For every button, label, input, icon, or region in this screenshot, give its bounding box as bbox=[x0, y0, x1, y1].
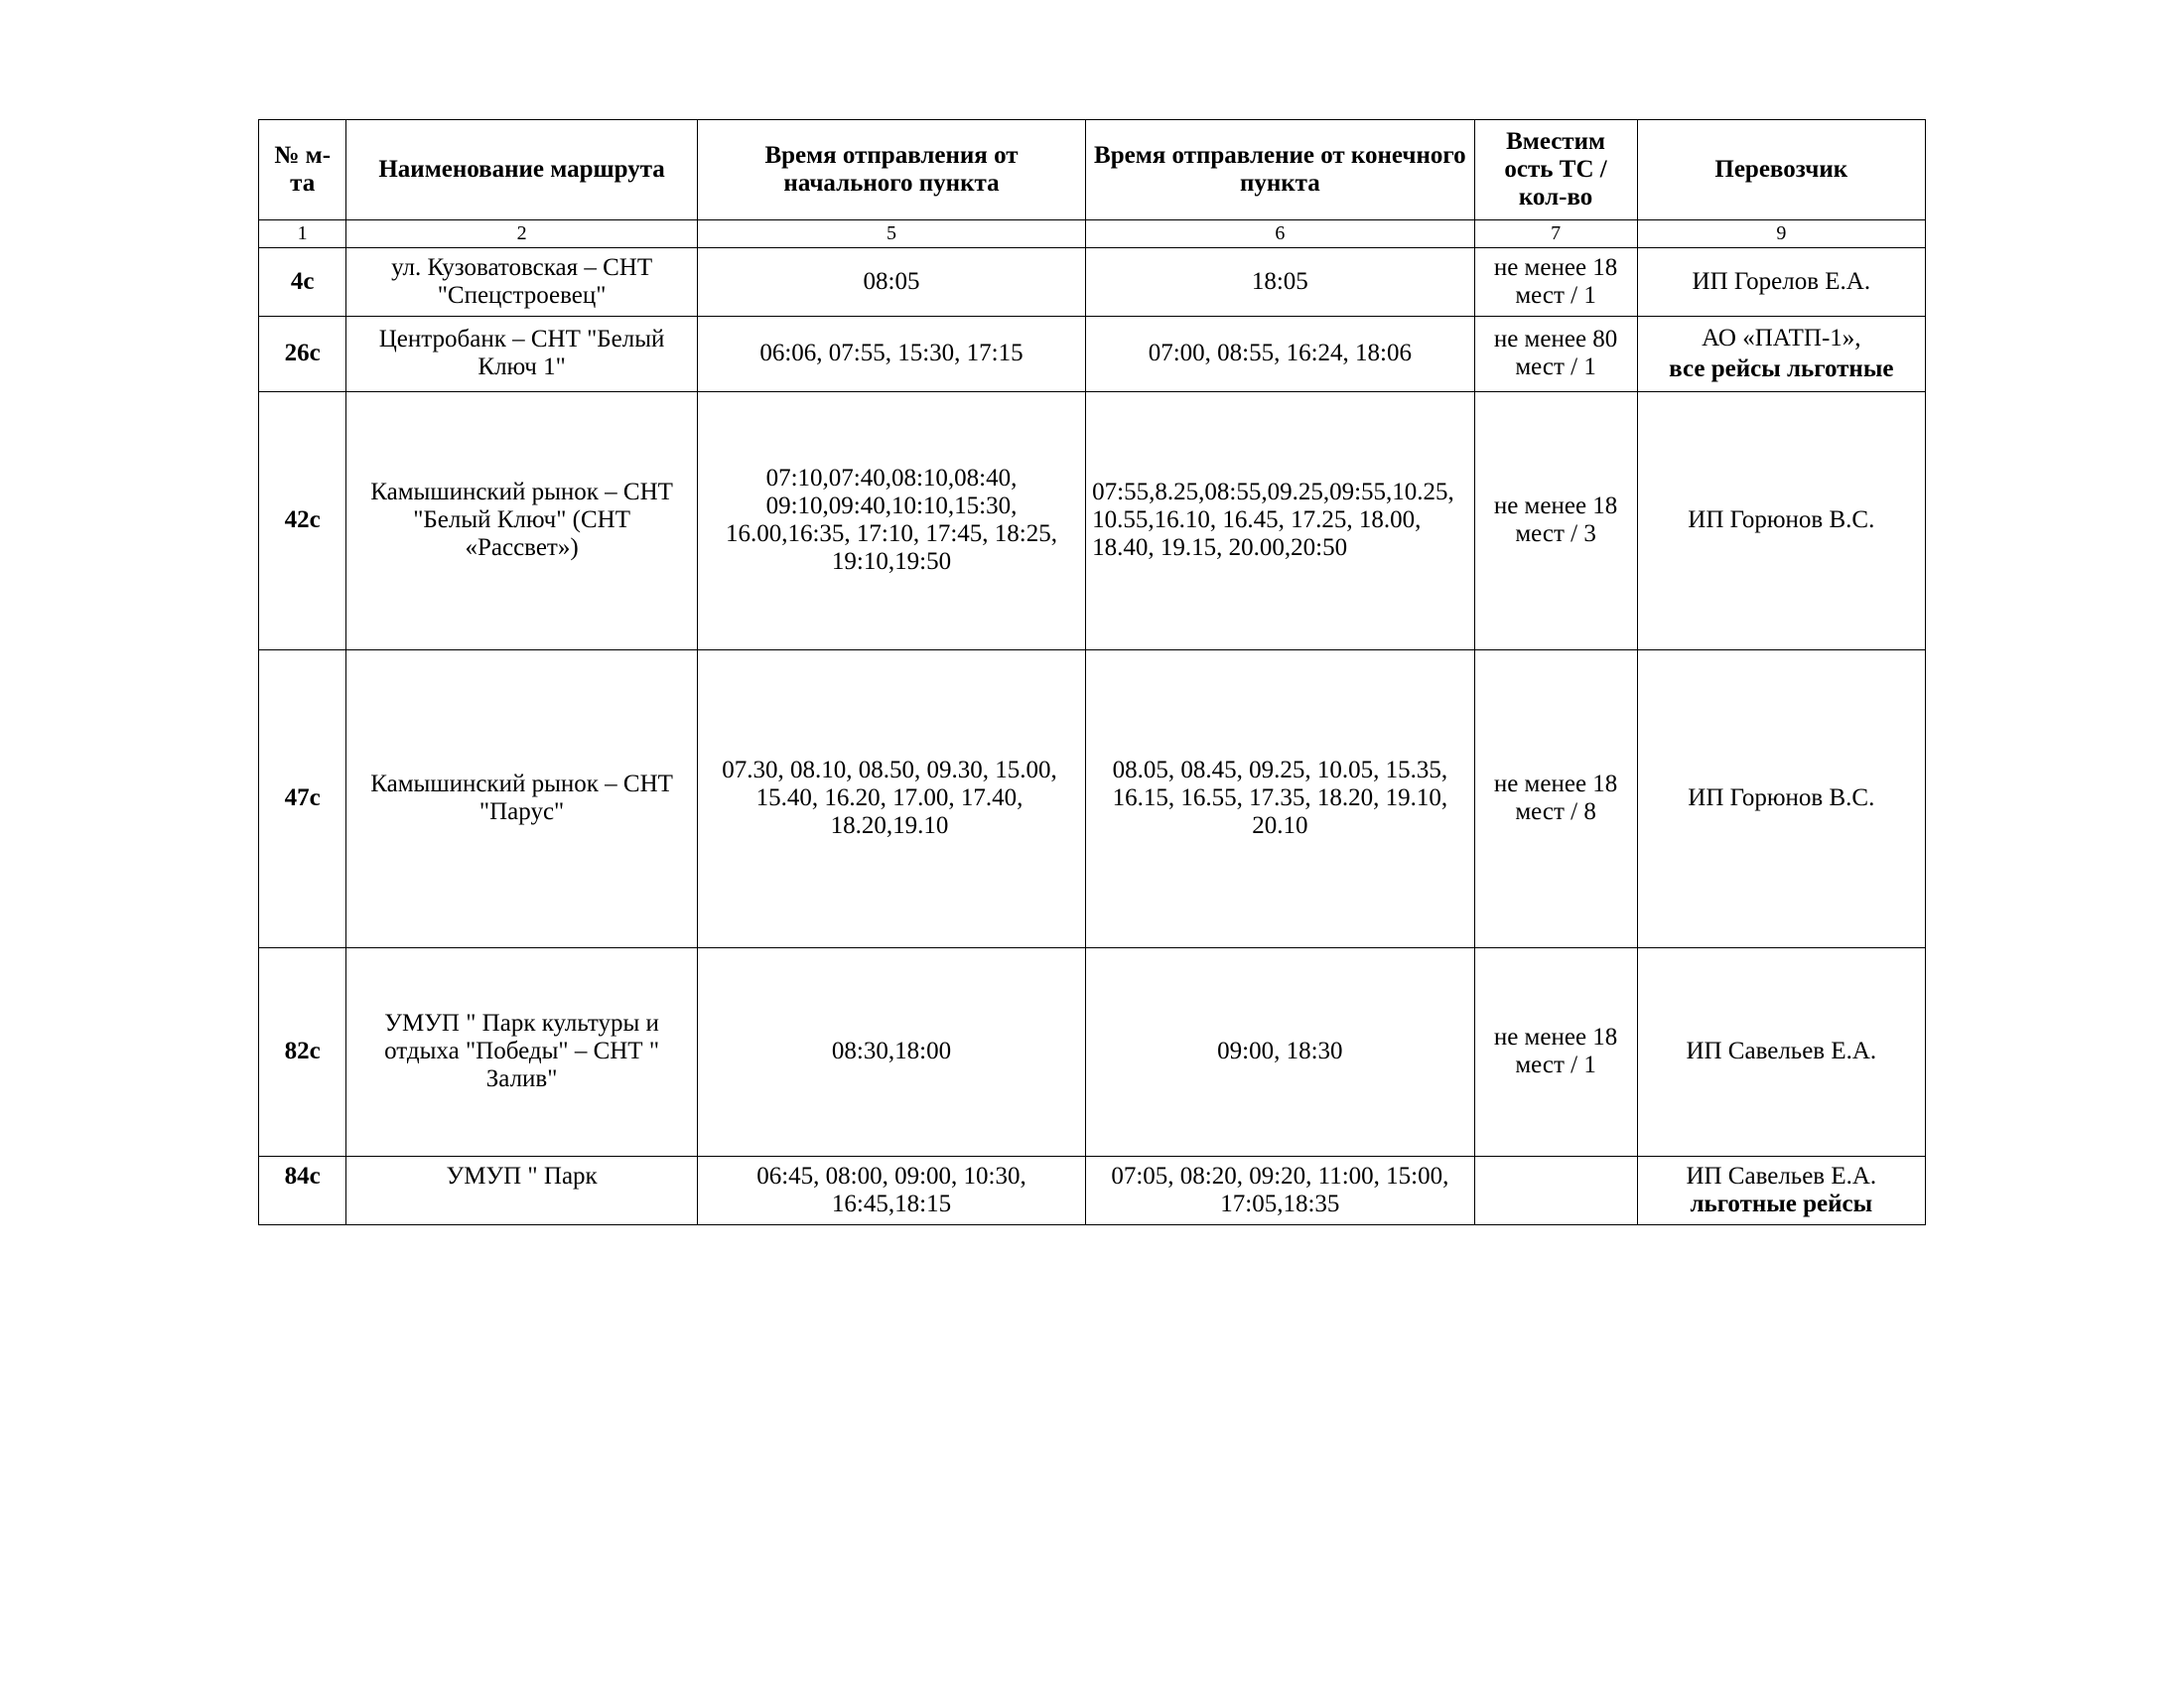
cell-carrier: ИП Савельев Е.А. bbox=[1637, 947, 1925, 1156]
table-row: 4с ул. Кузоватовская – СНТ "Спецстроевец… bbox=[259, 248, 1926, 317]
carrier-text: ИП Савельев Е.А. bbox=[1646, 1038, 1917, 1065]
colnum-5: 7 bbox=[1474, 220, 1637, 248]
cell-route-name: УМУП " Парк культуры и отдыха "Победы" –… bbox=[346, 947, 697, 1156]
header-carrier: Перевозчик bbox=[1637, 120, 1925, 220]
cell-dep-start: 08:05 bbox=[697, 248, 1085, 317]
column-number-row: 1 2 5 6 7 9 bbox=[259, 220, 1926, 248]
cell-route-name: Камышинский рынок – СНТ "Белый Ключ" (СН… bbox=[346, 391, 697, 649]
cell-dep-start: 06:45, 08:00, 09:00, 10:30, 16:45,18:15 bbox=[697, 1156, 1085, 1224]
colnum-6: 9 bbox=[1637, 220, 1925, 248]
cell-route-no: 47с bbox=[259, 649, 346, 947]
cell-route-name: УМУП " Парк bbox=[346, 1156, 697, 1224]
table-row: 47с Камышинский рынок – СНТ "Парус" 07.3… bbox=[259, 649, 1926, 947]
cell-route-name: Центробанк – СНТ "Белый Ключ 1" bbox=[346, 317, 697, 392]
colnum-2: 2 bbox=[346, 220, 697, 248]
cell-capacity bbox=[1474, 1156, 1637, 1224]
cell-capacity: не менее 18 мест / 1 bbox=[1474, 947, 1637, 1156]
header-route-name: Наименование маршрута bbox=[346, 120, 697, 220]
cell-route-no: 82с bbox=[259, 947, 346, 1156]
cell-route-name: ул. Кузоватовская – СНТ "Спецстроевец" bbox=[346, 248, 697, 317]
header-dep-end: Время отправление от конечного пункта bbox=[1086, 120, 1474, 220]
cell-dep-end: 07:00, 08:55, 16:24, 18:06 bbox=[1086, 317, 1474, 392]
cell-dep-end: 08.05, 08.45, 09.25, 10.05, 15.35, 16.15… bbox=[1086, 649, 1474, 947]
cell-route-no: 42с bbox=[259, 391, 346, 649]
carrier-text: ИП Горелов Е.А. bbox=[1646, 268, 1917, 296]
cell-dep-start: 06:06, 07:55, 15:30, 17:15 bbox=[697, 317, 1085, 392]
cell-capacity: не менее 80 мест / 1 bbox=[1474, 317, 1637, 392]
carrier-text: ИП Горюнов В.С. bbox=[1646, 506, 1917, 534]
cell-route-no: 26с bbox=[259, 317, 346, 392]
carrier-text: АО «ПАТП-1», bbox=[1646, 323, 1917, 353]
cell-carrier: АО «ПАТП-1», все рейсы льготные bbox=[1637, 317, 1925, 392]
cell-carrier: ИП Горюнов В.С. bbox=[1637, 649, 1925, 947]
header-dep-start: Время отправления от начального пункта bbox=[697, 120, 1085, 220]
table-row: 26с Центробанк – СНТ "Белый Ключ 1" 06:0… bbox=[259, 317, 1926, 392]
carrier-bold-text: льготные рейсы bbox=[1646, 1191, 1917, 1218]
table-header-row: № м-та Наименование маршрута Время отпра… bbox=[259, 120, 1926, 220]
table-row: 82с УМУП " Парк культуры и отдыха "Побед… bbox=[259, 947, 1926, 1156]
cell-dep-end: 18:05 bbox=[1086, 248, 1474, 317]
cell-dep-end: 07:05, 08:20, 09:20, 11:00, 15:00, 17:05… bbox=[1086, 1156, 1474, 1224]
cell-carrier: ИП Савельев Е.А. льготные рейсы bbox=[1637, 1156, 1925, 1224]
carrier-text: ИП Горюнов В.С. bbox=[1646, 784, 1917, 812]
cell-route-name: Камышинский рынок – СНТ "Парус" bbox=[346, 649, 697, 947]
cell-carrier: ИП Горелов Е.А. bbox=[1637, 248, 1925, 317]
table-row: 84с УМУП " Парк 06:45, 08:00, 09:00, 10:… bbox=[259, 1156, 1926, 1224]
header-route-no: № м-та bbox=[259, 120, 346, 220]
cell-dep-end: 09:00, 18:30 bbox=[1086, 947, 1474, 1156]
colnum-1: 1 bbox=[259, 220, 346, 248]
cell-dep-start: 08:30,18:00 bbox=[697, 947, 1085, 1156]
cell-route-no: 84с bbox=[259, 1156, 346, 1224]
header-capacity: Вместим ость ТС / кол-во bbox=[1474, 120, 1637, 220]
cell-route-no: 4с bbox=[259, 248, 346, 317]
cell-capacity: не менее 18 мест / 3 bbox=[1474, 391, 1637, 649]
cell-dep-end: 07:55,8.25,08:55,09.25,09:55,10.25,10.55… bbox=[1086, 391, 1474, 649]
cell-dep-start: 07.30, 08.10, 08.50, 09.30, 15.00, 15.40… bbox=[697, 649, 1085, 947]
bus-schedule-table: № м-та Наименование маршрута Время отпра… bbox=[258, 119, 1926, 1225]
cell-dep-start: 07:10,07:40,08:10,08:40, 09:10,09:40,10:… bbox=[697, 391, 1085, 649]
carrier-bold-text: все рейсы льготные bbox=[1646, 353, 1917, 384]
colnum-4: 6 bbox=[1086, 220, 1474, 248]
colnum-3: 5 bbox=[697, 220, 1085, 248]
table-row: 42с Камышинский рынок – СНТ "Белый Ключ"… bbox=[259, 391, 1926, 649]
carrier-text: ИП Савельев Е.А. bbox=[1646, 1163, 1917, 1191]
cell-capacity: не менее 18 мест / 1 bbox=[1474, 248, 1637, 317]
cell-carrier: ИП Горюнов В.С. bbox=[1637, 391, 1925, 649]
cell-capacity: не менее 18 мест / 8 bbox=[1474, 649, 1637, 947]
